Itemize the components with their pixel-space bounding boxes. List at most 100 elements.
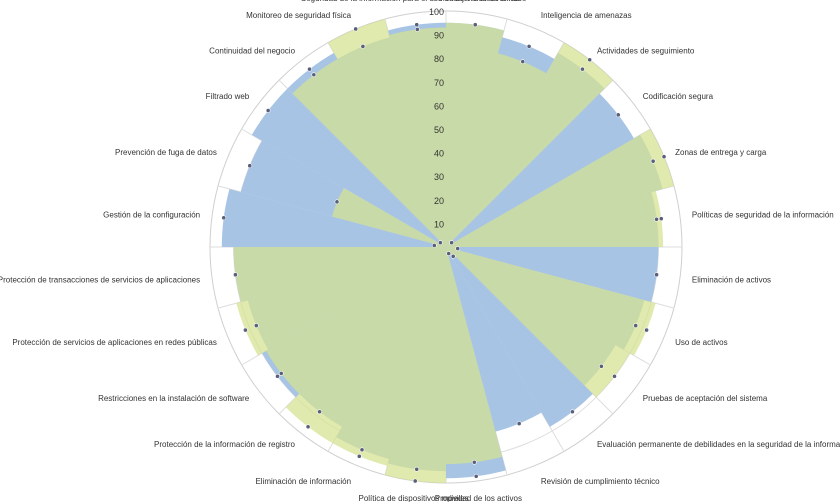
data-point — [472, 22, 478, 28]
axis-label: Inteligencia de amenazas — [541, 11, 632, 20]
data-point — [247, 163, 253, 169]
data-point — [414, 466, 420, 472]
sector-bar — [285, 247, 446, 444]
axis-label: Prevención de fuga de datos — [115, 148, 217, 157]
axis-label: Política de dispositivos móviles — [358, 494, 468, 502]
data-point — [233, 272, 238, 278]
axis-label: Protección de la información de registro — [154, 440, 296, 449]
data-point — [334, 199, 340, 205]
sector-bar — [233, 247, 446, 302]
data-point — [360, 44, 366, 49]
axis-label: Mensajería electrónica — [438, 0, 519, 3]
sector-bar — [446, 247, 659, 302]
axis-label: Revisión de cumplimiento técnico — [541, 477, 660, 486]
axis-label: Continuidad del negocio — [209, 46, 295, 55]
axis-label: Protección de servicios de aplicaciones … — [12, 338, 217, 347]
data-point — [587, 57, 593, 63]
data-point — [311, 72, 317, 78]
tick-label: 100 — [429, 7, 444, 17]
data-point — [658, 216, 664, 222]
data-point — [356, 453, 362, 459]
axis-label: Gestión de la configuración — [103, 211, 200, 220]
sector-bar — [389, 27, 446, 247]
sector-bar — [446, 247, 593, 427]
data-point — [612, 373, 617, 379]
data-point — [243, 327, 248, 333]
data-point — [278, 371, 284, 376]
tick-label: 90 — [434, 31, 444, 41]
tick-label: 10 — [434, 219, 444, 229]
sector-bar — [266, 247, 446, 394]
data-point — [633, 323, 639, 328]
data-point — [455, 246, 461, 251]
data-point — [615, 112, 621, 118]
data-point — [516, 421, 522, 427]
sector-bar — [236, 247, 446, 356]
data-point — [449, 240, 455, 246]
data-point — [650, 158, 656, 164]
sector-bar — [434, 243, 446, 247]
axis-label: Uso de activos — [675, 338, 727, 347]
tick-label: 70 — [434, 78, 444, 88]
series-areas — [221, 19, 674, 483]
axis-label: Restricciones en la instalación de softw… — [98, 394, 250, 403]
sector-bar — [332, 188, 446, 247]
data-point — [307, 66, 312, 72]
data-point — [305, 424, 311, 430]
series-2 — [233, 19, 674, 483]
axis-label: Eliminación de activos — [692, 275, 771, 284]
data-point — [414, 26, 420, 32]
axis-label: Codificación segura — [643, 92, 714, 101]
sector-bar — [446, 42, 613, 248]
axis-label: Propiedad de los activos — [435, 494, 522, 502]
sector-bar — [221, 188, 446, 247]
axis-label: Eliminación de información — [255, 477, 351, 486]
tick-label: 80 — [434, 54, 444, 64]
data-point — [353, 26, 359, 32]
axis-label: Seguridad de la información para el uso … — [301, 0, 527, 3]
data-point — [644, 327, 649, 333]
axis-label: Actividades de seguimiento — [597, 46, 695, 55]
tick-label: 40 — [434, 149, 444, 159]
tick-label: 30 — [434, 172, 444, 182]
data-point — [412, 478, 418, 484]
data-point — [599, 363, 604, 369]
sector-bar — [446, 247, 503, 465]
axis-label: Políticas de seguridad de la información — [692, 211, 834, 220]
data-point — [450, 253, 456, 259]
data-point — [661, 154, 667, 160]
axis-label: Evaluación permanente de debilidades en … — [597, 440, 840, 449]
data-point — [437, 240, 443, 246]
data-point — [471, 459, 477, 465]
sector-bar — [446, 247, 458, 251]
data-point — [473, 473, 479, 479]
data-point — [275, 373, 280, 379]
data-point — [570, 409, 575, 415]
data-point — [359, 447, 365, 453]
sector-bar — [446, 93, 635, 247]
sector-bar — [446, 129, 674, 247]
data-point — [221, 215, 227, 221]
data-point — [654, 216, 659, 222]
sector-bar — [446, 247, 542, 432]
data-point — [520, 59, 526, 65]
data-point — [654, 272, 659, 278]
sector-bar — [446, 247, 630, 398]
axis-label: Filtrado web — [206, 92, 250, 101]
sector-bar — [446, 53, 547, 247]
sector-bar — [328, 19, 446, 247]
sector-bar — [251, 88, 446, 247]
tick-label: 60 — [434, 101, 444, 111]
sector-bar — [332, 247, 446, 466]
data-point — [526, 44, 532, 49]
sector-bar — [446, 190, 664, 247]
sector-bar — [292, 58, 446, 247]
data-point — [580, 66, 585, 72]
data-point — [317, 409, 322, 415]
data-point — [265, 108, 271, 113]
tick-label: 50 — [434, 125, 444, 135]
data-point — [253, 323, 259, 328]
sector-bar — [446, 22, 505, 247]
